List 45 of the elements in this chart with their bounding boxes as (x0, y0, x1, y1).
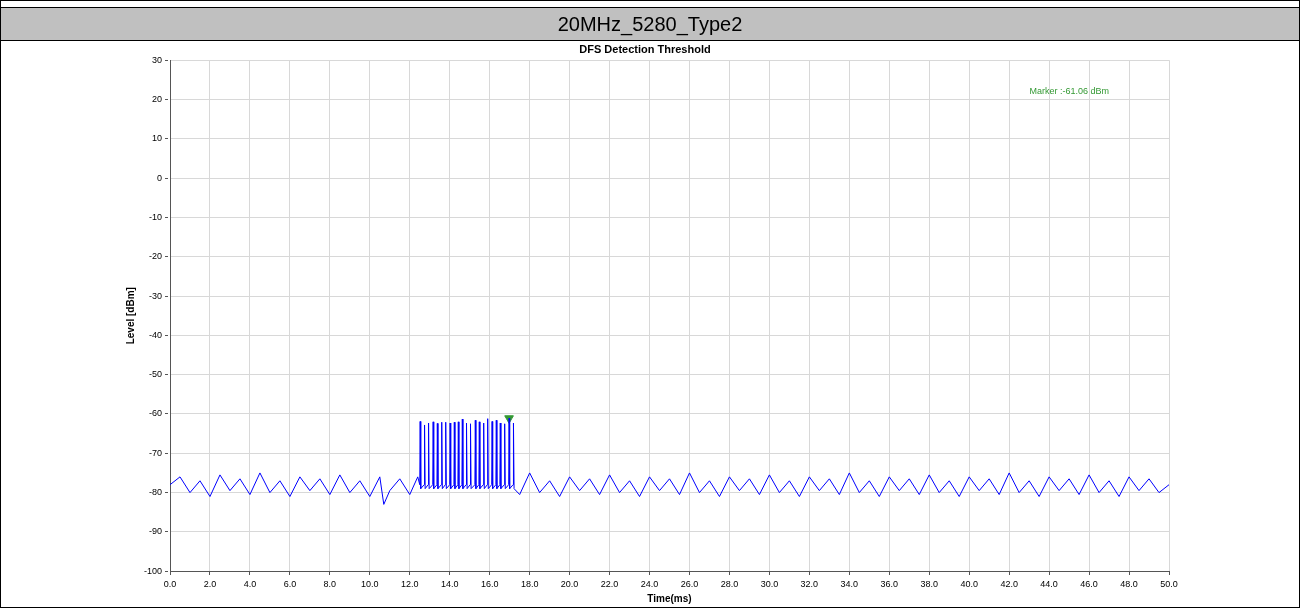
x-tick-label: 42.0 (1000, 579, 1018, 590)
x-tick-label: 38.0 (920, 579, 939, 590)
x-tick-label: 22.0 (600, 579, 619, 590)
x-tick-label: 6.0 (283, 579, 297, 590)
chart-title: 20MHz_5280_Type2 (1, 7, 1299, 41)
x-tick-label: 30.0 (760, 579, 779, 590)
y-tick-label: 0 (157, 172, 163, 183)
y-tick-label: 30 (152, 54, 163, 65)
x-tick-label: 44.0 (1040, 579, 1058, 590)
y-tick-label: 10 (152, 133, 163, 144)
y-tick-label: -10 (149, 211, 163, 222)
x-tick-label: 28.0 (720, 579, 739, 590)
x-tick-label: 46.0 (1080, 579, 1098, 590)
y-tick-label: -60 (149, 408, 163, 419)
x-tick-label: 4.0 (243, 579, 257, 590)
y-tick-label: -40 (149, 329, 163, 340)
x-tick-label: 40.0 (960, 579, 978, 590)
x-tick-label: 10.0 (361, 579, 379, 590)
x-tick-label: 24.0 (640, 579, 659, 590)
chart-subtitle: DFS Detection Threshold (579, 42, 711, 55)
y-tick-label: -70 (149, 447, 163, 458)
x-tick-label: 12.0 (401, 579, 419, 590)
y-tick-label: -90 (149, 526, 163, 537)
y-tick-label: 20 (152, 93, 163, 104)
x-tick-label: 50.0 (1160, 579, 1178, 590)
x-tick-label: 36.0 (880, 579, 899, 590)
x-tick-label: 34.0 (840, 579, 859, 590)
y-axis-title: Level [dBm] (124, 287, 136, 345)
y-tick-label: -50 (149, 369, 163, 380)
x-tick-label: 18.0 (520, 579, 539, 590)
x-tick-label: 26.0 (680, 579, 699, 590)
y-tick-label: -80 (149, 487, 163, 498)
x-tick-label: 8.0 (323, 579, 337, 590)
y-tick-label: -30 (149, 290, 163, 301)
x-tick-label: 32.0 (800, 579, 819, 590)
x-tick-label: 16.0 (480, 579, 499, 590)
x-axis-title: Time(ms) (647, 592, 692, 604)
x-tick-label: 0.0 (163, 579, 177, 590)
y-tick-label: -20 (149, 251, 163, 262)
x-tick-label: 48.0 (1120, 579, 1138, 590)
annotation: Marker :-61.06 dBm (1029, 86, 1109, 97)
x-tick-label: 20.0 (560, 579, 579, 590)
x-tick-label: 14.0 (440, 579, 459, 590)
x-tick-label: 2.0 (203, 579, 217, 590)
y-tick-label: -100 (144, 565, 163, 576)
